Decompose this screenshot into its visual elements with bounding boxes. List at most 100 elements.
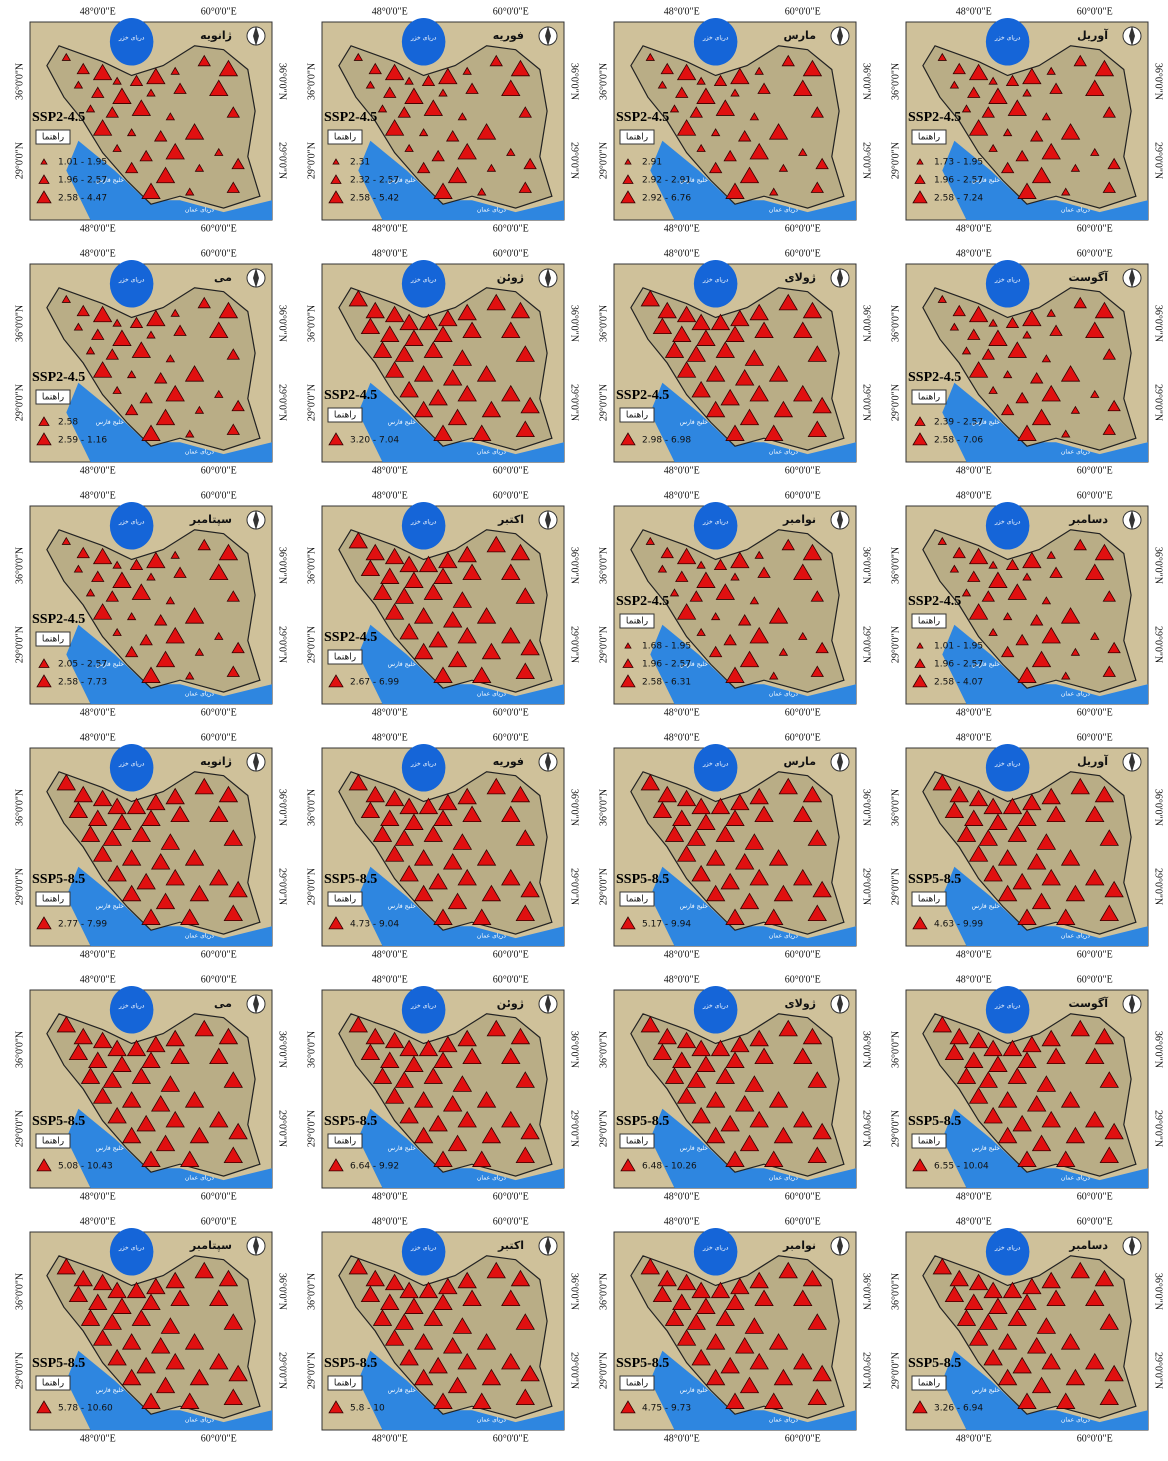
lon-label: 48°0'0"E (80, 1433, 116, 1444)
month-label: ژولای (785, 997, 816, 1010)
lon-label: 60°0'0"E (785, 732, 821, 743)
sea-label: دریای خزر (994, 1002, 1021, 1009)
sea-label: دریای خزر (994, 276, 1021, 283)
legend-label: 1.96 - 2.57 (934, 660, 983, 670)
legend-label: 2.59 - 1.16 (58, 436, 107, 446)
lon-label: 60°0'0"E (785, 490, 821, 501)
lat-label: 36°0'0"N (861, 305, 872, 342)
lon-label: 60°0'0"E (493, 223, 529, 234)
lat-label: 29°0'0"N (14, 1352, 25, 1389)
lon-label: 60°0'0"E (201, 6, 237, 17)
lon-label: 60°0'0"E (785, 6, 821, 17)
legend-label: 2.92 - 2.91 (642, 176, 691, 186)
legend-title: راهنما (334, 895, 356, 905)
legend-title: راهنما (42, 635, 64, 645)
lat-label: 36°0'0"N (890, 305, 901, 342)
lat-label: 29°0'0"N (306, 384, 317, 421)
legend-label: 2.58 (58, 418, 78, 428)
scenario-label: SSP5-8.5 (908, 1356, 961, 1371)
legend-label: 1.01 - 1.95 (934, 642, 983, 652)
caspian-sea (402, 260, 446, 308)
lat-label: 36°0'0"N (598, 63, 609, 100)
lat-label: 36°0'0"N (14, 547, 25, 584)
legend-title: راهنما (334, 1137, 356, 1147)
lat-label: 29°0'0"N (306, 868, 317, 905)
lon-label: 48°0'0"E (956, 223, 992, 234)
sea-label: دریای خزر (702, 760, 729, 767)
sea-label: دریای خزر (994, 34, 1021, 41)
sea-label: دریای خزر (994, 518, 1021, 525)
month-label: نوامبر (782, 1239, 816, 1252)
lat-label: 29°0'0"N (277, 626, 288, 663)
sea-label: دریای خزر (994, 1244, 1021, 1251)
lon-label: 60°0'0"E (201, 949, 237, 960)
caspian-sea (694, 260, 738, 308)
lon-label: 60°0'0"E (1077, 949, 1113, 960)
lon-label: 60°0'0"E (493, 974, 529, 985)
caspian-sea (402, 986, 446, 1034)
lon-label: 60°0'0"E (785, 248, 821, 259)
lat-label: 29°0'0"N (598, 384, 609, 421)
sea-label: دریای خزر (702, 1002, 729, 1009)
map-panel: دریای خزرخلیج فارسدریای عمانمارس48°0'0"E… (598, 6, 871, 234)
sea-label: دریای عمان (769, 1417, 798, 1424)
lat-label: 36°0'0"N (14, 1273, 25, 1310)
lat-label: 29°0'0"N (861, 142, 872, 179)
legend-label: 3.26 - 6.94 (934, 1404, 983, 1414)
lat-label: 36°0'0"N (890, 63, 901, 100)
lon-label: 48°0'0"E (372, 949, 408, 960)
sea-label: دریای عمان (769, 1175, 798, 1182)
lon-label: 60°0'0"E (201, 1191, 237, 1202)
lon-label: 60°0'0"E (201, 1433, 237, 1444)
legend-title: راهنما (918, 895, 940, 905)
month-label: نوامبر (782, 513, 816, 526)
sea-label: دریای خزر (410, 1002, 437, 1009)
sea-label: دریای خزر (118, 760, 145, 767)
lat-label: 29°0'0"N (306, 142, 317, 179)
lat-label: 29°0'0"N (14, 384, 25, 421)
lon-label: 60°0'0"E (1077, 248, 1113, 259)
lat-label: 36°0'0"N (861, 1031, 872, 1068)
scenario-label: SSP5-8.5 (32, 1356, 85, 1371)
scenario-label: SSP5-8.5 (32, 1114, 85, 1129)
legend-label: 2.77 - 7.99 (58, 920, 107, 930)
sea-label: دریای خزر (410, 34, 437, 41)
lon-label: 48°0'0"E (80, 490, 116, 501)
map-panel: دریای خزرخلیج فارسدریای عماندسامبر48°0'0… (890, 1216, 1163, 1444)
legend-label: 3.20 - 7.04 (350, 436, 399, 446)
legend-label: 2.58 - 7.73 (58, 678, 107, 688)
sea-label: دریای عمان (185, 207, 214, 214)
legend-label: 6.64 - 9.92 (350, 1162, 399, 1172)
legend-title: راهنما (918, 1379, 940, 1389)
caspian-sea (986, 18, 1030, 66)
lon-label: 48°0'0"E (956, 6, 992, 17)
lon-label: 48°0'0"E (80, 707, 116, 718)
lat-label: 36°0'0"N (598, 305, 609, 342)
caspian-sea (110, 260, 154, 308)
lat-label: 29°0'0"N (569, 626, 580, 663)
lat-label: 29°0'0"N (569, 1110, 580, 1147)
lon-label: 48°0'0"E (956, 490, 992, 501)
sea-label: خلیج فارس (388, 1387, 416, 1394)
lat-label: 29°0'0"N (14, 868, 25, 905)
map-panel: دریای خزرخلیج فارسدریای عماننوامبر48°0'0… (598, 1216, 871, 1444)
lon-label: 60°0'0"E (201, 248, 237, 259)
lat-label: 29°0'0"N (1153, 626, 1164, 663)
legend-title: راهنما (626, 133, 648, 143)
lat-label: 29°0'0"N (861, 1352, 872, 1389)
scenario-label: SSP5-8.5 (908, 872, 961, 887)
lon-label: 48°0'0"E (80, 949, 116, 960)
legend-label: 2.32 - 2.57 (350, 176, 399, 186)
legend-label: 2.58 - 7.24 (934, 194, 983, 204)
lat-label: 29°0'0"N (861, 384, 872, 421)
legend-label: 1.73 - 1.95 (934, 158, 983, 168)
month-label: اکتبر (497, 1239, 524, 1252)
lat-label: 36°0'0"N (277, 547, 288, 584)
lon-label: 60°0'0"E (493, 1191, 529, 1202)
sea-label: خلیج فارس (96, 419, 124, 426)
lon-label: 48°0'0"E (80, 465, 116, 476)
sea-label: دریای عمان (477, 1175, 506, 1182)
lat-label: 36°0'0"N (14, 1031, 25, 1068)
caspian-sea (694, 986, 738, 1034)
legend-label: 5.17 - 9.94 (642, 920, 691, 930)
